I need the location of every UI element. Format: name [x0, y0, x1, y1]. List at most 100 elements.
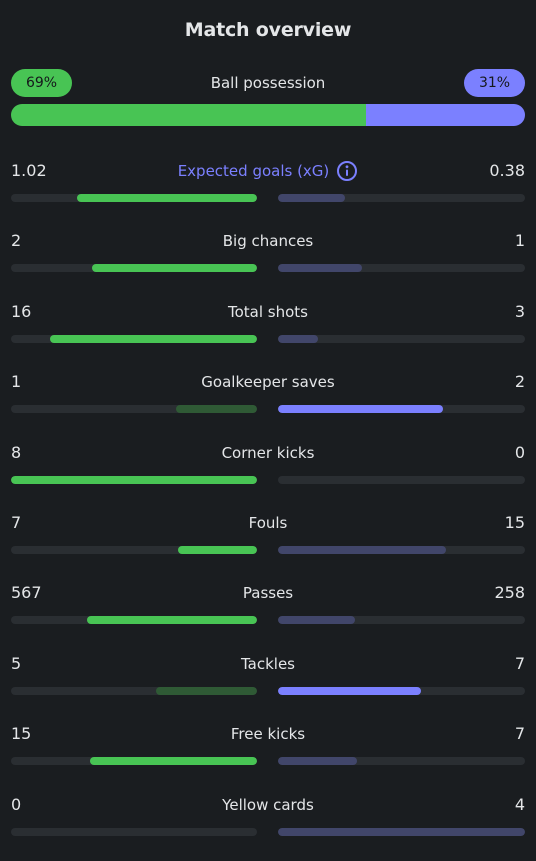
away-stat-track: [278, 475, 525, 484]
stat-bars: [11, 264, 525, 273]
home-stat-track: [11, 686, 257, 695]
home-stat-fill: [11, 475, 257, 484]
stat-label: Fouls: [11, 509, 525, 537]
away-stat-track: [278, 264, 525, 273]
home-stat-track: [11, 616, 257, 625]
stat-label: Total shots: [11, 298, 525, 326]
stat-label: Free kicks: [11, 720, 525, 748]
home-stat-value: 7: [11, 512, 22, 532]
home-stat-track: [11, 475, 257, 484]
away-stat-fill: [278, 405, 444, 414]
home-stat-fill: [92, 264, 257, 273]
info-icon[interactable]: [336, 160, 358, 182]
home-stat-value: 5: [11, 653, 22, 673]
home-stat-value: 16: [11, 301, 32, 321]
stat-label: Corner kicks: [11, 439, 525, 467]
away-stat-fill: [278, 194, 345, 202]
stat-label: Tackles: [11, 650, 525, 678]
home-stat-fill: [87, 616, 257, 625]
possession-header: 69% Ball possession 31%: [11, 69, 525, 97]
stat-bars: [11, 334, 525, 343]
home-stat-track: [11, 827, 257, 836]
home-stat-track: [11, 405, 257, 414]
home-stat-fill: [77, 194, 257, 202]
away-stat-value: 7: [514, 724, 525, 744]
away-stat-value: 2: [514, 372, 525, 392]
stat-label-text: Expected goals (xG): [177, 162, 330, 180]
away-stat-value: 258: [494, 583, 525, 603]
stat-row: 1.02 Expected goals (xG) 0.38: [11, 157, 525, 227]
stat-bars: [11, 194, 525, 202]
stat-label-text: Tackles: [240, 654, 296, 673]
home-stat-fill: [156, 686, 257, 695]
stat-row: 16 Total shots 3: [11, 298, 525, 368]
home-stat-value: 567: [11, 583, 42, 603]
home-stat-value: 15: [11, 724, 32, 744]
away-stat-fill: [278, 827, 525, 836]
stat-label-text: Big chances: [222, 232, 314, 251]
stat-row: 5 Tackles 7: [11, 650, 525, 720]
stat-row: 15 Free kicks 7: [11, 720, 525, 790]
away-stat-track: [278, 545, 525, 554]
stat-row: 1 Goalkeeper saves 2: [11, 368, 525, 438]
away-stat-value: 7: [514, 653, 525, 673]
stat-label-text: Free kicks: [230, 725, 306, 744]
stat-label-text: Passes: [242, 584, 294, 603]
possession-label: Ball possession: [210, 74, 326, 92]
away-stat-fill: [278, 545, 446, 554]
stat-row: 8 Corner kicks 0: [11, 439, 525, 509]
home-stat-track: [11, 264, 257, 273]
away-stat-fill: [278, 264, 362, 273]
away-stat-value: 4: [514, 794, 525, 814]
away-stat-fill: [278, 616, 355, 625]
away-stat-track: [278, 334, 525, 343]
home-stat-track: [11, 545, 257, 554]
stat-bars: [11, 545, 525, 554]
stat-bars: [11, 405, 525, 414]
away-possession-fill: [365, 104, 525, 126]
away-stat-fill: [278, 757, 358, 766]
stat-label: Passes: [11, 579, 525, 607]
stat-bars: [11, 616, 525, 625]
stat-row: 567 Passes 258: [11, 579, 525, 649]
stat-label-text: Goalkeeper saves: [201, 373, 335, 392]
away-possession-badge: 31%: [464, 69, 525, 97]
home-stat-fill: [178, 545, 257, 554]
stat-row: 0 Yellow cards 4: [11, 791, 525, 861]
home-stat-fill: [89, 757, 257, 766]
stat-label-text: Yellow cards: [222, 795, 314, 814]
away-stat-track: [278, 827, 525, 836]
stat-row: 7 Fouls 15: [11, 509, 525, 579]
away-stat-track: [278, 686, 525, 695]
home-stat-value: 1: [11, 372, 22, 392]
away-stat-value: 15: [504, 512, 525, 532]
home-stat-fill: [50, 334, 257, 343]
stat-label-text: Fouls: [248, 513, 288, 532]
stat-label[interactable]: Expected goals (xG): [11, 157, 525, 185]
possession-bar: [11, 104, 525, 126]
home-stat-value: 1.02: [11, 161, 47, 180]
away-stat-track: [278, 616, 525, 625]
stat-label: Big chances: [11, 227, 525, 255]
stat-label: Goalkeeper saves: [11, 368, 525, 396]
away-stat-track: [278, 405, 525, 414]
stats-list: 1.02 Expected goals (xG) 0.38 2 Big chances 1…: [11, 157, 525, 861]
stat-bars: [11, 686, 525, 695]
home-possession-badge: 69%: [11, 69, 72, 97]
home-possession-fill: [11, 104, 366, 126]
stat-label: Yellow cards: [11, 791, 525, 819]
home-stat-fill: [175, 405, 257, 414]
away-stat-value: 0.38: [489, 161, 525, 180]
away-stat-fill: [278, 686, 422, 695]
away-stat-track: [278, 757, 525, 766]
away-stat-value: 0: [514, 442, 525, 462]
home-stat-track: [11, 757, 257, 766]
home-stat-value: 2: [11, 231, 22, 251]
home-stat-value: 0: [11, 794, 22, 814]
stat-bars: [11, 757, 525, 766]
away-stat-value: 1: [514, 231, 525, 251]
stat-row: 2 Big chances 1: [11, 227, 525, 297]
stat-label-text: Total shots: [228, 302, 308, 321]
home-stat-track: [11, 334, 257, 343]
away-stat-fill: [278, 334, 318, 343]
